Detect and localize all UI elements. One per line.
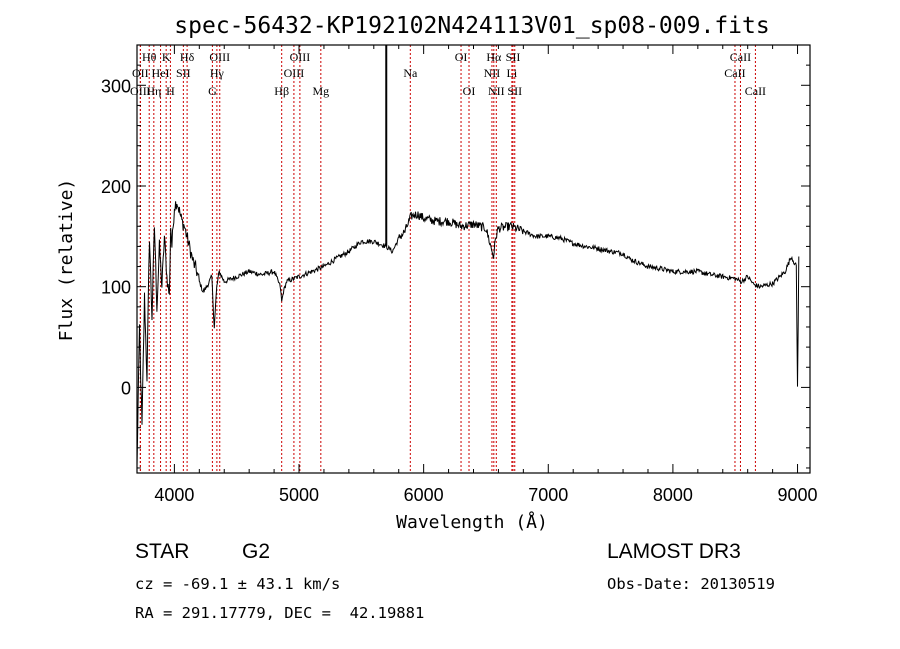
line-label-10: HeI [152,66,170,80]
line-label-25: NII [488,84,505,98]
line-label-23: Mg [312,84,329,98]
plot-layer [136,45,800,466]
line-label-6: Hα [486,50,502,64]
line-label-16: Li [507,66,518,80]
line-label-1: K [162,50,171,64]
x-tick-label-0: 4000 [154,485,194,505]
x-tick-label-5: 9000 [778,485,818,505]
line-label-3: OIII [209,50,230,64]
line-label-26: SII [507,84,522,98]
line-label-9: OII [132,66,149,80]
line-label-22: Hβ [274,84,289,98]
y-axis-title: Flux (relative) [56,179,77,342]
chart-title: spec-56432-KP192102N424113V01_sp08-009.f… [174,13,769,39]
line-label-12: Hγ [210,66,225,80]
line-label-19: Hη [146,84,161,98]
spectral-subclass: G2 [242,540,271,563]
x-tick-label-1: 5000 [279,485,319,505]
line-label-8: CaII [730,50,751,64]
line-label-21: G [208,84,217,98]
line-label-7: SII [506,50,521,64]
object-class: STAR [135,540,190,563]
line-label-0: Hθ [142,50,157,64]
y-tick-label-3: 300 [101,76,131,96]
line-label-14: Na [403,66,418,80]
redshift-velocity: cz = -69.1 ± 43.1 km/s [135,575,341,593]
x-tick-label-4: 8000 [653,485,693,505]
survey-name: LAMOST DR3 [607,540,741,563]
line-label-27: CaII [745,84,766,98]
observation-date: Obs-Date: 20130519 [607,575,775,593]
line-label-17: CaII [724,66,745,80]
line-label-2: Hδ [180,50,195,64]
line-label-5: OI [455,50,468,64]
axis-layer: 4000 5000 6000 7000 8000 9000 0 100 200 300 [101,44,818,505]
x-tick-label-3: 7000 [528,485,568,505]
y-tick-label-0: 0 [121,378,131,398]
plot-frame [136,44,811,474]
y-tick-label-1: 100 [101,278,131,298]
line-marker-layer [139,45,756,473]
line-label-layer: Hθ K Hδ OIII OIII OI Hα SII CaII OII HeI SII Hγ OIII N… [130,50,766,98]
x-axis-title: Wavelength (Å) [396,511,548,533]
line-label-18: OIII [130,84,151,98]
flux-series [136,201,800,466]
line-label-15: NII [484,66,501,80]
line-label-20: H [166,84,175,98]
line-label-11: SII [176,66,191,80]
sky-coordinates: RA = 291.17779, DEC = 42.19881 [135,604,425,622]
y-tick-label-2: 200 [101,177,131,197]
line-label-24: OI [463,84,476,98]
line-label-13: OIII [284,66,305,80]
line-label-4: OIII [290,50,311,64]
x-tick-label-2: 6000 [404,485,444,505]
